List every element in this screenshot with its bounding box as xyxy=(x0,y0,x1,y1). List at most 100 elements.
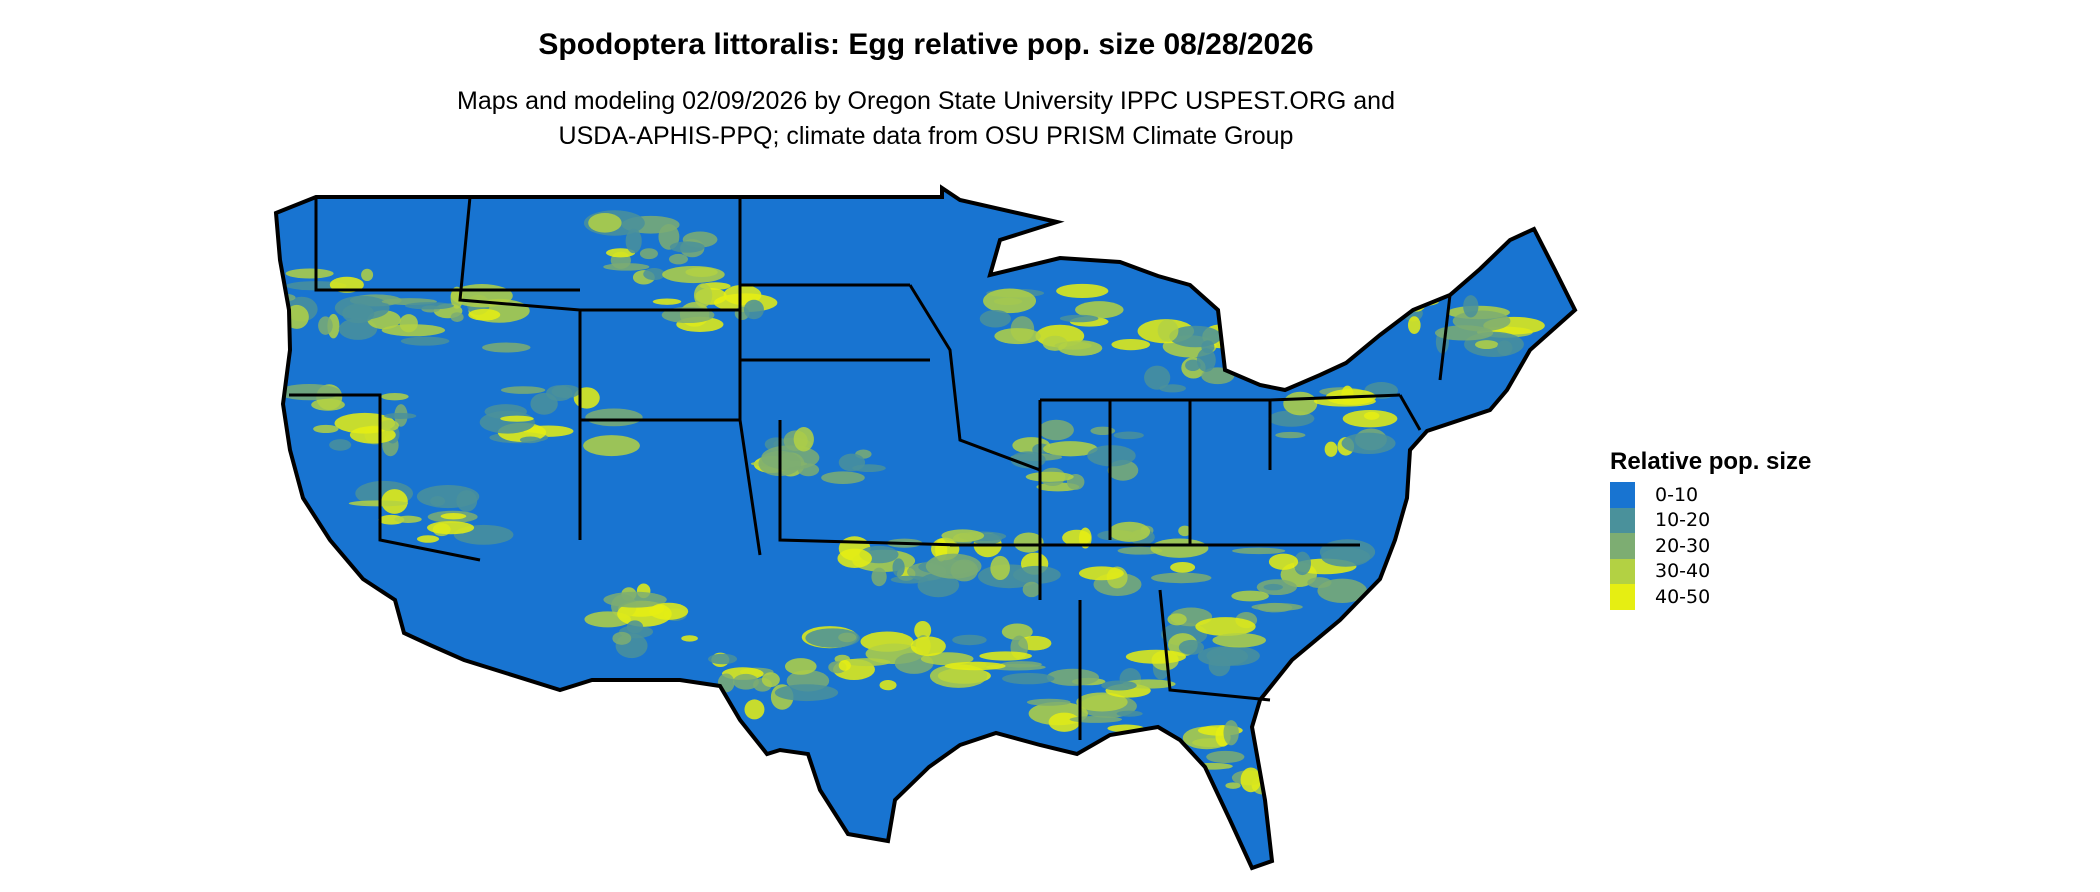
legend: Relative pop. size 0-10 10-20 20-30 30-40 40… xyxy=(1610,448,1811,610)
legend-swatch xyxy=(1610,558,1635,584)
risk-zone xyxy=(1268,553,1299,570)
risk-zone xyxy=(500,386,546,394)
risk-zone xyxy=(658,223,680,250)
risk-zone xyxy=(681,635,698,642)
risk-zone xyxy=(1150,538,1209,558)
risk-zone xyxy=(837,548,872,569)
us-outline xyxy=(273,184,1578,871)
risk-zone xyxy=(1206,750,1245,764)
risk-zone xyxy=(990,555,1010,581)
risk-zone xyxy=(1263,742,1302,761)
risk-zone xyxy=(1056,283,1109,299)
risk-zone xyxy=(1293,551,1311,576)
risk-zone xyxy=(1321,547,1371,567)
risk-zone xyxy=(643,268,665,281)
risk-zone xyxy=(1167,613,1187,626)
risk-zone xyxy=(361,268,374,282)
risk-zone xyxy=(733,673,759,690)
legend-label: 20-30 xyxy=(1655,534,1711,557)
risk-zone xyxy=(1010,451,1046,469)
risk-zone xyxy=(519,436,541,444)
risk-zone xyxy=(1240,767,1262,793)
map-title: Spodoptera littoralis: Egg relative pop.… xyxy=(538,28,1314,61)
risk-zone xyxy=(318,316,333,335)
risk-zone xyxy=(871,567,887,587)
risk-zone xyxy=(1201,340,1215,354)
risk-zone xyxy=(925,553,982,579)
state-border xyxy=(1398,394,1422,431)
risk-zone xyxy=(761,672,780,688)
risk-zone xyxy=(625,228,642,254)
risk-zone xyxy=(384,412,417,420)
state-border xyxy=(1269,393,1401,402)
risk-zone xyxy=(400,336,450,346)
state-border xyxy=(458,196,582,540)
risk-zone xyxy=(612,631,632,645)
legend-swatch xyxy=(1610,482,1635,508)
risk-zone xyxy=(743,299,764,320)
risk-zone xyxy=(482,342,531,353)
state-border xyxy=(908,284,1041,472)
risk-zone xyxy=(603,591,667,608)
risk-zone xyxy=(440,513,467,520)
legend-label: 0-10 xyxy=(1655,483,1699,506)
risk-zone xyxy=(1022,581,1041,598)
risk-zone xyxy=(530,392,558,415)
risk-zone xyxy=(1317,578,1368,603)
risk-zone xyxy=(1076,692,1128,712)
risk-zone xyxy=(1069,715,1123,723)
risk-zone xyxy=(1407,316,1421,334)
risk-zone xyxy=(793,427,814,452)
risk-zone xyxy=(450,312,464,322)
risk-zone xyxy=(1463,295,1479,318)
risk-zone xyxy=(585,408,643,427)
state-borders xyxy=(289,196,1452,740)
risk-zone xyxy=(1190,762,1233,770)
legend-swatch xyxy=(1610,584,1635,610)
state-border xyxy=(314,197,580,292)
risk-zone xyxy=(456,490,478,512)
risk-zone xyxy=(892,558,905,577)
risk-zone xyxy=(784,658,817,675)
risk-zone xyxy=(1125,649,1186,664)
risk-zone xyxy=(1108,521,1151,542)
map-subtitle: Maps and modeling 02/09/2026 by Oregon S… xyxy=(0,84,1852,154)
risk-zone xyxy=(1196,348,1216,372)
risk-zone xyxy=(1195,617,1256,636)
risk-zone xyxy=(914,620,932,640)
risk-zone xyxy=(979,651,1032,661)
risk-zone xyxy=(416,535,440,543)
risk-zone xyxy=(1232,547,1286,555)
legend-item: 30-40 xyxy=(1610,558,1811,584)
risk-zone xyxy=(879,680,897,691)
risk-zone xyxy=(626,620,644,634)
risk-zone xyxy=(1046,668,1099,686)
risk-zone xyxy=(952,634,987,646)
legend-item: 0-10 xyxy=(1610,482,1811,508)
risk-zone xyxy=(404,302,454,310)
risk-zone xyxy=(1157,319,1179,342)
risk-zone xyxy=(685,267,718,277)
risk-zone xyxy=(379,420,399,432)
risk-zone xyxy=(1048,712,1081,732)
risk-zone xyxy=(693,283,713,308)
risk-zone xyxy=(500,415,534,422)
risk-zone xyxy=(708,653,738,665)
risk-zone xyxy=(652,298,682,305)
state-border xyxy=(738,197,762,556)
risk-zone xyxy=(313,424,339,434)
risk-zone xyxy=(1223,720,1239,746)
state-border xyxy=(778,420,961,547)
legend-item: 10-20 xyxy=(1610,507,1811,533)
risk-zone xyxy=(329,439,352,451)
risk-zone xyxy=(1324,441,1338,457)
legend-label: 10-20 xyxy=(1655,509,1711,532)
risk-zone xyxy=(1075,301,1124,319)
risk-zone xyxy=(910,636,946,657)
risk-zone xyxy=(917,572,960,598)
risk-zone xyxy=(1042,335,1068,351)
risk-zone xyxy=(583,435,640,457)
risk-zone xyxy=(1113,431,1144,440)
risk-zone xyxy=(1001,623,1033,641)
